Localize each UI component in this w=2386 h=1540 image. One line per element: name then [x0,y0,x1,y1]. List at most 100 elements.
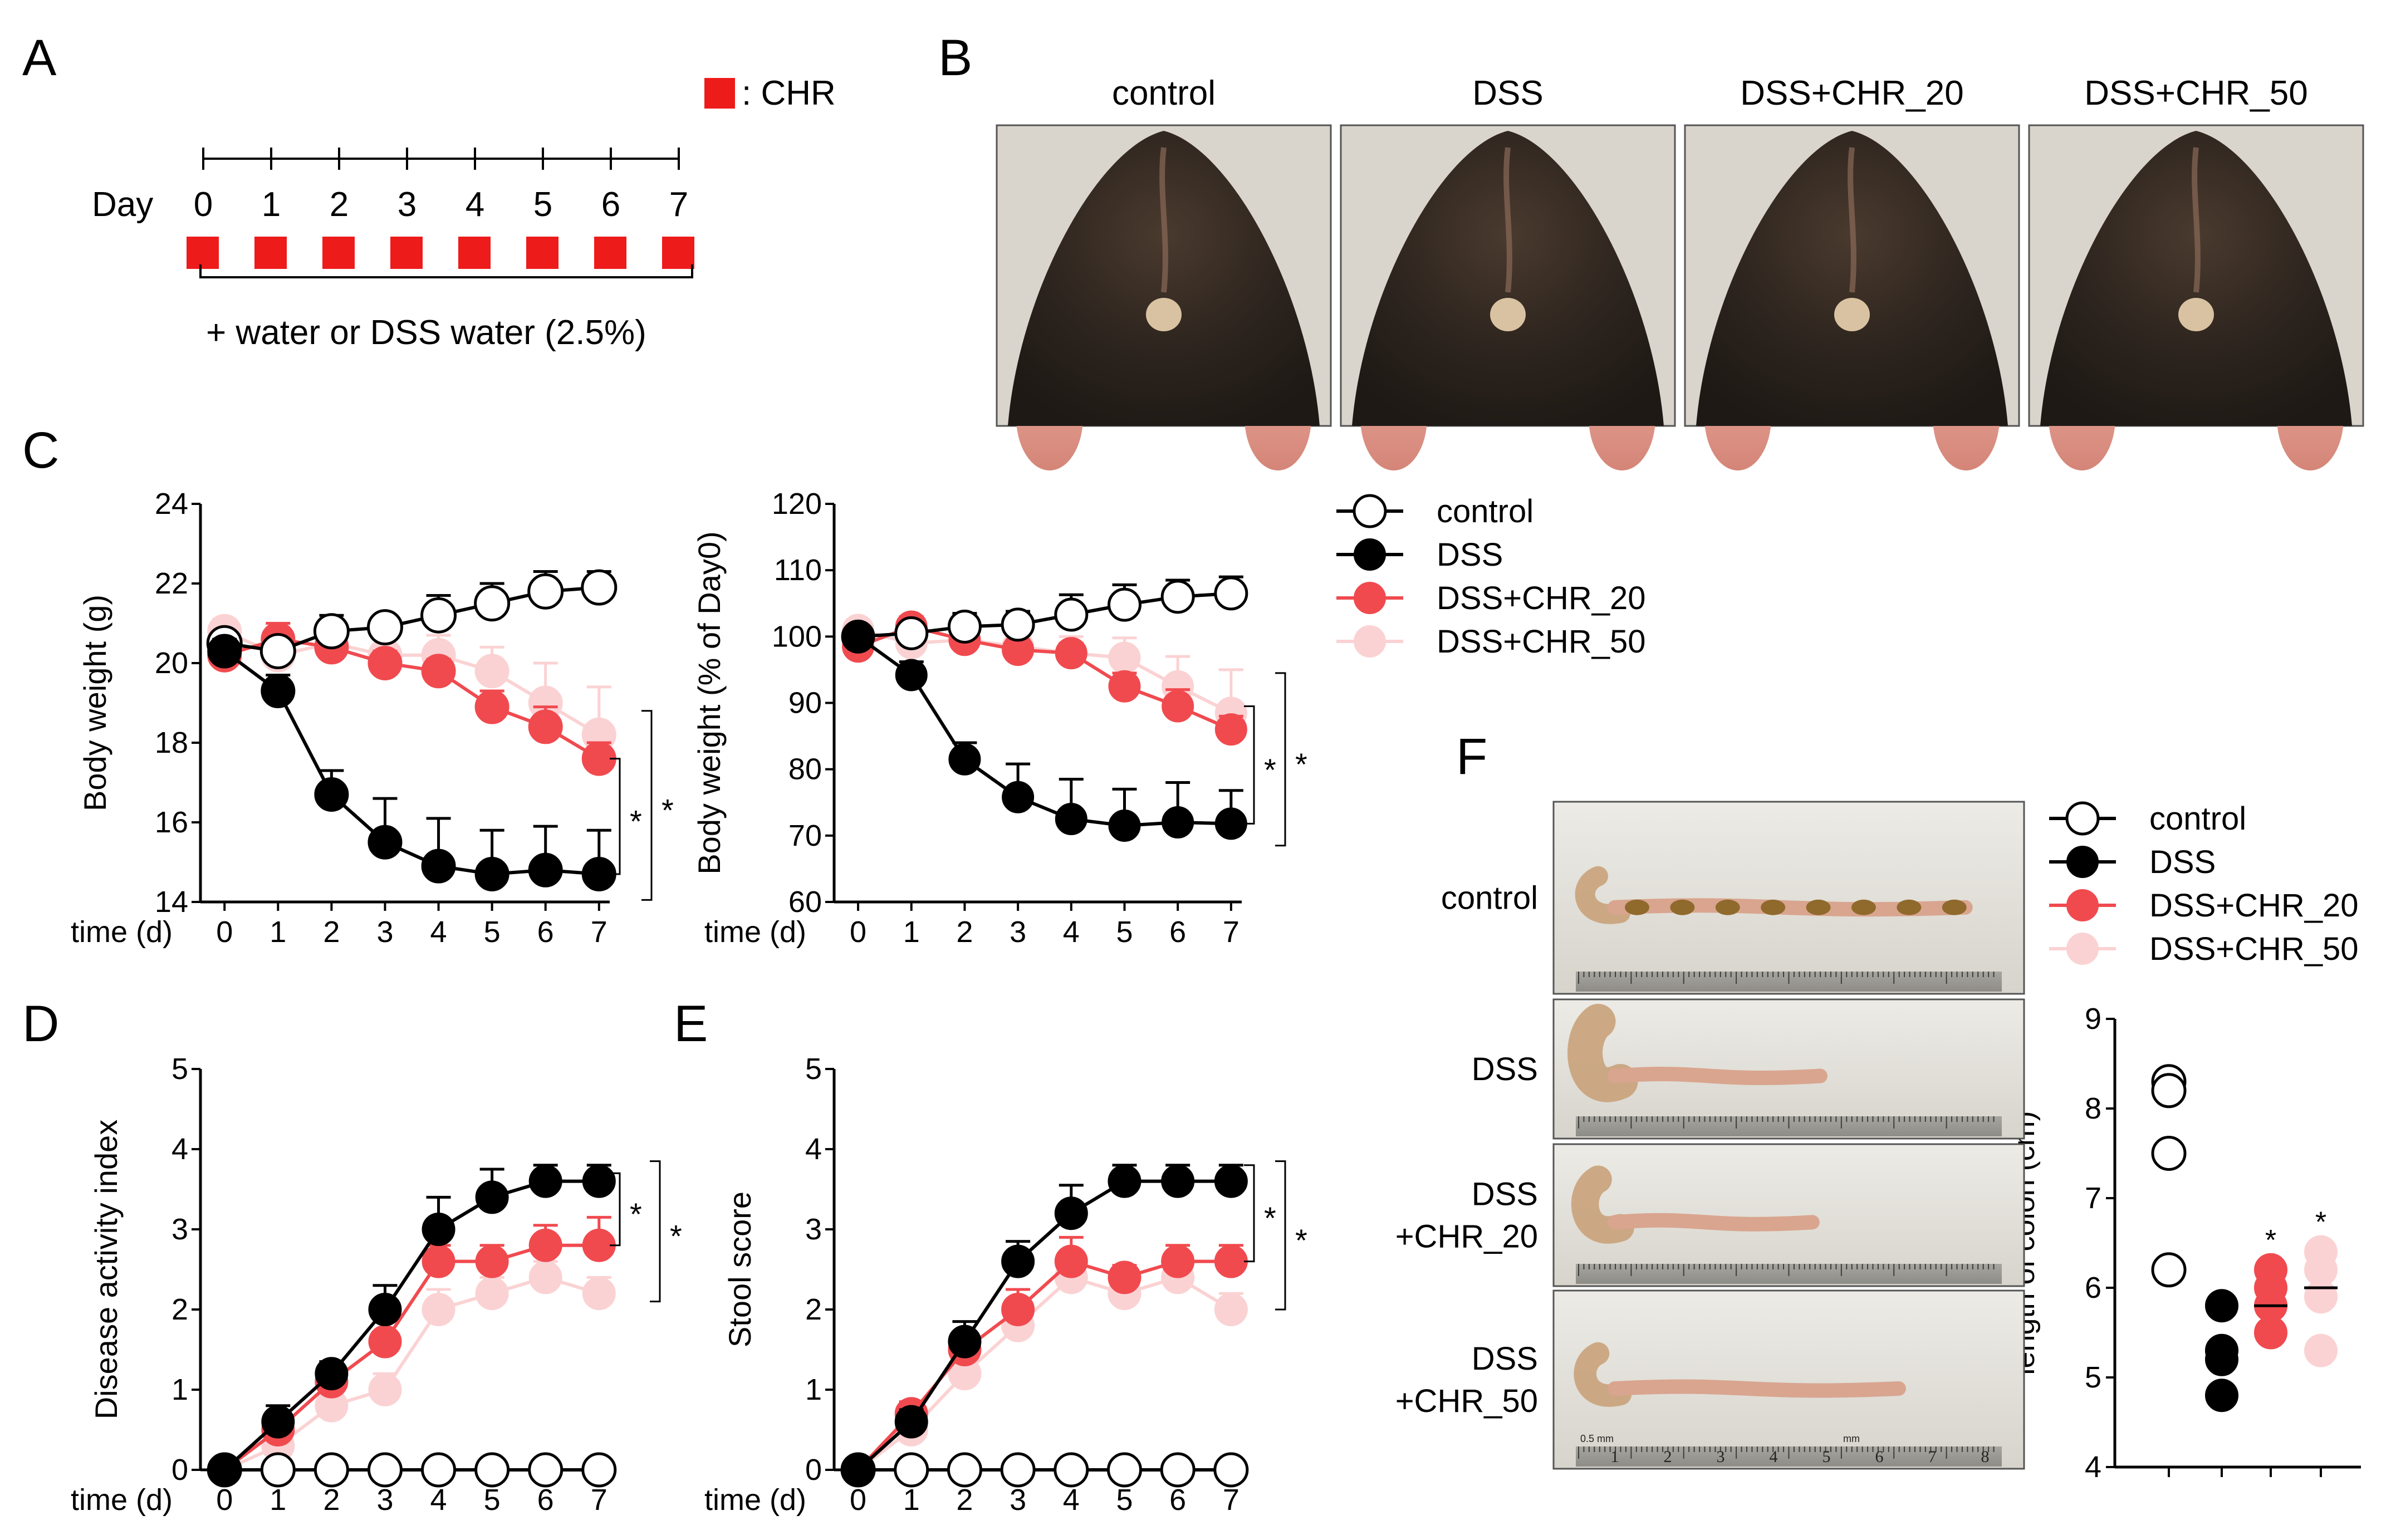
fecal-pellet [1806,899,1831,915]
data-point [313,1452,349,1488]
y-tick-label: 5 [805,1052,822,1086]
series-dss-chr-50 [841,1260,1248,1487]
colon-photo-label: DSS [1472,1341,1538,1377]
ruler-number: 3 [1717,1448,1725,1466]
data-point [368,1325,402,1358]
data-point [421,654,456,689]
x-tick-label: 1 [270,1483,286,1517]
x-tick-label: 6 [537,1483,554,1517]
data-point [367,1452,403,1488]
chr-dose-marker [390,237,423,269]
legend-marker [2066,846,2099,878]
data-point [894,1452,929,1488]
data-point [894,616,929,650]
group-dss-chr-50: * [2304,1207,2338,1477]
ruler-unit: mm [1843,1433,1860,1444]
data-point [2205,1342,2238,1376]
x-tick-label: 2 [323,1483,340,1517]
significance-star: * [630,1196,642,1232]
data-point [1108,1164,1141,1198]
x-tick-label: 0 [216,915,233,949]
data-point [208,1453,242,1487]
data-point [2151,1252,2187,1288]
x-tick-label: 7 [1223,1483,1239,1517]
significance-bracket [1244,705,1255,825]
x-tick-label: 6 [1169,1483,1186,1517]
data-point [1000,1452,1036,1488]
data-point [474,689,509,724]
legend-item-dss-chr-50: DSS+CHR_50 [1336,624,1646,660]
photo-title: DSS+CHR_20 [1740,74,1963,112]
legend-item-dss-chr-20: DSS+CHR_20 [2049,887,2359,924]
legend-c: control DSS DSS+CHR_20 DSS+CHR_50 [1336,493,1646,660]
legend-marker [1354,625,1386,658]
panel-a-timeline: : CHR Day 0 1 2 3 4 5 6 7 + water or DSS water … [92,74,836,352]
data-point [261,1405,295,1439]
data-point [474,585,511,622]
y-tick-label: 9 [2085,1002,2101,1036]
series-dss [841,1164,1248,1487]
chr-dose-marker [187,237,219,269]
y-tick-label: 4 [805,1132,822,1166]
y-tick-label: 70 [788,819,822,852]
significance-bracket [1275,1160,1286,1311]
data-point [368,646,403,680]
chr-dose-marker [526,237,558,269]
data-point [1002,781,1035,813]
data-point [421,849,456,884]
significance-star: * [2315,1207,2326,1239]
day-number: 0 [194,185,213,224]
data-point [315,1357,349,1391]
data-point [1160,580,1195,614]
ruler-number: 2 [1664,1448,1672,1466]
x-tick-label: 3 [376,1483,393,1517]
mouse-anal-region [1490,298,1526,331]
y-tick-label: 80 [788,753,822,786]
series-control [207,1452,617,1488]
series-dss [208,1164,616,1487]
colon-photo-label: DSS [1472,1176,1538,1213]
x-axis-label: time (d) [71,1483,173,1517]
mouse-photo-1 [996,124,1332,470]
mouse-anal-region [2178,298,2214,331]
data-point [260,1452,296,1488]
significance-bracket [650,1160,661,1303]
data-point [1161,1244,1195,1278]
chr-legend-swatch [704,78,735,109]
data-point [474,856,509,891]
data-point [475,1180,509,1214]
legend-marker [2066,889,2099,921]
data-point [421,1452,457,1488]
data-point [422,1213,455,1246]
data-point [1055,637,1087,670]
legend-item-dss: DSS [1336,537,1503,573]
ruler-number: 5 [1822,1448,1831,1466]
x-tick-label: 1 [270,915,286,949]
fecal-pellet [1715,899,1740,915]
data-point [1054,597,1089,632]
mouse-photo-2 [1340,124,1676,470]
y-tick-label: 24 [155,487,188,521]
data-point [1214,1164,1248,1198]
data-point [1107,587,1141,622]
colon-photo-label: +CHR_20 [1395,1219,1538,1255]
fecal-pellet [1670,899,1695,915]
colon-photo-label: DSS [1472,1051,1538,1087]
photo-title: control [1112,74,1216,112]
series-dss-chr-50 [208,1260,616,1487]
chr-legend-label: : CHR [742,74,836,112]
legend-label: control [1437,493,1533,529]
data-point [420,597,457,634]
x-tick-label: 4 [1063,1483,1080,1517]
ruler-number: 4 [1770,1448,1778,1466]
y-tick-label: 1 [805,1373,822,1406]
panel-label-c: C [22,422,59,479]
mouse-photo-3 [1684,124,2020,470]
data-point [528,709,563,744]
x-tick-label: 4 [1063,915,1080,949]
day-label: Day [92,185,153,224]
series-dss [842,620,1247,842]
data-point [581,1452,617,1488]
x-tick-label: 0 [850,915,866,949]
significance-bracket [1244,1164,1255,1263]
